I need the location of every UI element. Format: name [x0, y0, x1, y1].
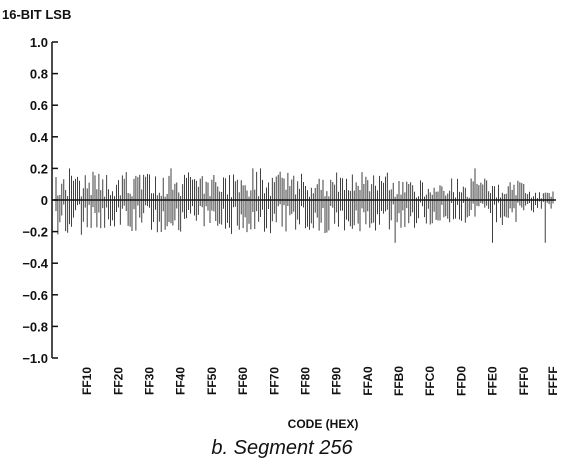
y-tick-label: 0.8 [30, 67, 48, 82]
figure-caption: b. Segment 256 [211, 437, 353, 459]
y-tick-label: 0.4 [30, 130, 49, 145]
x-tick-label: FF80 [298, 367, 312, 395]
x-tick-label: FFE0 [486, 366, 500, 396]
x-tick-label: FF20 [111, 367, 125, 395]
y-tick-label: 0 [41, 193, 48, 208]
x-tick-label: FF40 [174, 367, 188, 395]
y-tick-label: −0.8 [22, 319, 48, 334]
x-tick-label: FFC0 [423, 366, 437, 396]
x-tick-label: FFFF [546, 366, 560, 395]
x-tick-label: FF90 [330, 367, 344, 395]
y-axis-label: 16-BIT LSB [2, 7, 71, 22]
y-tick-label: −1.0 [22, 351, 48, 366]
y-tick-label: −0.2 [22, 225, 48, 240]
x-tick-label: FF50 [205, 367, 219, 395]
x-tick-label: FF10 [80, 367, 94, 395]
y-tick-label: 0.6 [30, 98, 48, 113]
x-tick-label: FFB0 [392, 366, 406, 396]
y-axis: 1.0 0.8 0.6 0.4 0.2 0 −0.2 −0.4 −0.6 −0.8 −1.0 [22, 35, 58, 366]
x-tick-label: FFF0 [517, 366, 531, 395]
x-axis-label: CODE (HEX) [288, 417, 359, 431]
x-tick-label: FFD0 [454, 366, 468, 396]
x-tick-label: FF70 [267, 367, 281, 395]
y-tick-label: −0.6 [22, 288, 48, 303]
dnl-trace [55, 168, 554, 243]
y-tick-label: −0.4 [22, 256, 48, 271]
y-tick-label: 0.2 [30, 161, 48, 176]
x-tick-label: FF30 [143, 367, 157, 395]
y-tick-label: 1.0 [30, 35, 48, 50]
dnl-series [55, 168, 554, 243]
x-tick-label: FFA0 [361, 366, 375, 396]
x-tick-label: FF60 [236, 367, 250, 395]
x-axis: FF10 FF20 FF30 FF40 FF50 FF60 FF70 FF80 FF90 FFA0… [80, 366, 560, 396]
